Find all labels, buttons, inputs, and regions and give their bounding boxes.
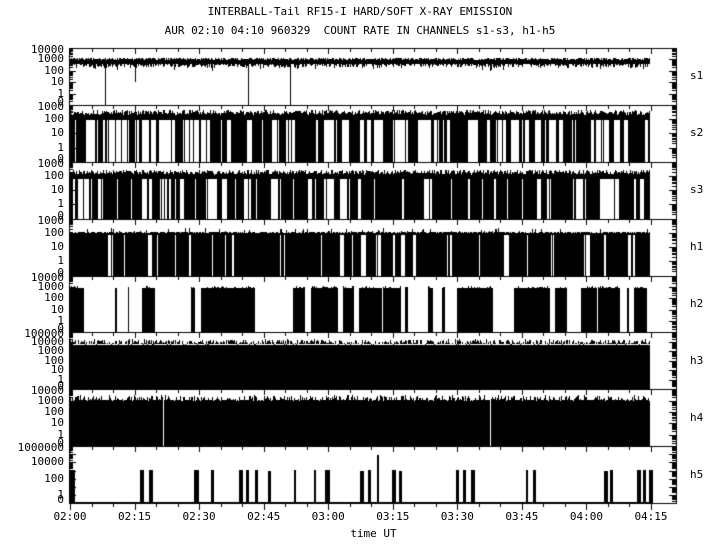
y-tick-label: 10 bbox=[50, 183, 64, 197]
channel-label: h4 bbox=[690, 410, 704, 424]
y-tick-label: 100 bbox=[44, 225, 64, 239]
y-tick-label: 1 bbox=[57, 86, 64, 100]
y-tick-label: 100 bbox=[44, 168, 64, 182]
y-tick-label: 1 bbox=[57, 372, 64, 386]
x-tick-label: 02:15 bbox=[117, 510, 152, 523]
x-tick-label: 03:00 bbox=[311, 510, 345, 523]
y-tick-label: 10 bbox=[50, 240, 64, 254]
y-tick-label: 10000 bbox=[30, 43, 64, 56]
y-tick-label: 0 bbox=[57, 322, 64, 336]
y-tick-label: 1000 bbox=[37, 344, 65, 358]
x-tick-label: 02:00 bbox=[53, 510, 87, 523]
y-tick-label: 1 bbox=[57, 427, 64, 441]
y-tick-label: 1000000 bbox=[17, 441, 64, 455]
channel-label: s2 bbox=[690, 126, 704, 140]
y-tick-label: 1 bbox=[57, 487, 64, 501]
x-tick-label: 04:15 bbox=[634, 510, 668, 523]
y-tick-label: 1000 bbox=[37, 156, 65, 170]
x-tick-label: 03:15 bbox=[376, 510, 410, 523]
y-tick-label: 10 bbox=[50, 302, 64, 316]
x-axis-title: time UT bbox=[350, 527, 397, 540]
x-tick-label: 02:45 bbox=[247, 510, 281, 523]
y-tick-label: 100 bbox=[44, 63, 64, 77]
y-tick-label: 0 bbox=[57, 436, 64, 450]
y-tick-label: 100 bbox=[44, 353, 64, 367]
y-tick-label: 0 bbox=[57, 265, 64, 279]
y-tick-label: 0 bbox=[57, 151, 64, 165]
y-tick-label: 100 bbox=[44, 291, 64, 305]
y-tick-label: 10 bbox=[50, 75, 64, 89]
y-tick-label: 1000 bbox=[37, 52, 65, 66]
y-tick-label: 100000 bbox=[24, 327, 64, 341]
channel-label: h3 bbox=[690, 353, 704, 367]
x-tick-label: 04:00 bbox=[569, 510, 603, 523]
y-tick-label: 10 bbox=[50, 416, 64, 430]
y-tick-label: 0 bbox=[57, 379, 64, 393]
x-tick-label: 03:45 bbox=[505, 510, 539, 523]
y-tick-label: 10 bbox=[50, 126, 64, 140]
x-tick-label: 03:30 bbox=[440, 510, 474, 523]
y-tick-label: 100 bbox=[44, 471, 64, 485]
y-tick-label: 1 bbox=[57, 314, 64, 327]
y-tick-label: 100 bbox=[44, 112, 64, 126]
y-tick-label: 100 bbox=[44, 405, 64, 418]
y-tick-label: 1000 bbox=[37, 99, 65, 113]
y-tick-label: 10000 bbox=[30, 384, 64, 398]
y-tick-label: 10 bbox=[50, 363, 64, 377]
y-tick-label: 1000 bbox=[37, 213, 65, 227]
x-tick-label: 02:30 bbox=[182, 510, 216, 523]
y-tick-label: 1 bbox=[57, 197, 64, 211]
channel-label: s1 bbox=[690, 69, 704, 83]
channel-label: h2 bbox=[690, 296, 704, 310]
y-tick-label: 0 bbox=[57, 493, 64, 506]
y-tick-label: 0 bbox=[57, 94, 64, 108]
y-tick-label: 1000 bbox=[37, 279, 65, 293]
y-tick-label: 10000 bbox=[30, 334, 64, 348]
y-tick-label: 0 bbox=[57, 208, 64, 222]
channel-label: h5 bbox=[690, 467, 704, 481]
channel-label: h1 bbox=[690, 240, 704, 254]
y-tick-label: 10000 bbox=[30, 270, 64, 284]
y-tick-label: 1 bbox=[57, 140, 64, 154]
channel-label: s3 bbox=[690, 183, 704, 197]
y-tick-label: 1000 bbox=[37, 393, 65, 407]
y-tick-label: 10000 bbox=[30, 455, 64, 469]
y-tick-label: 1 bbox=[57, 254, 64, 268]
